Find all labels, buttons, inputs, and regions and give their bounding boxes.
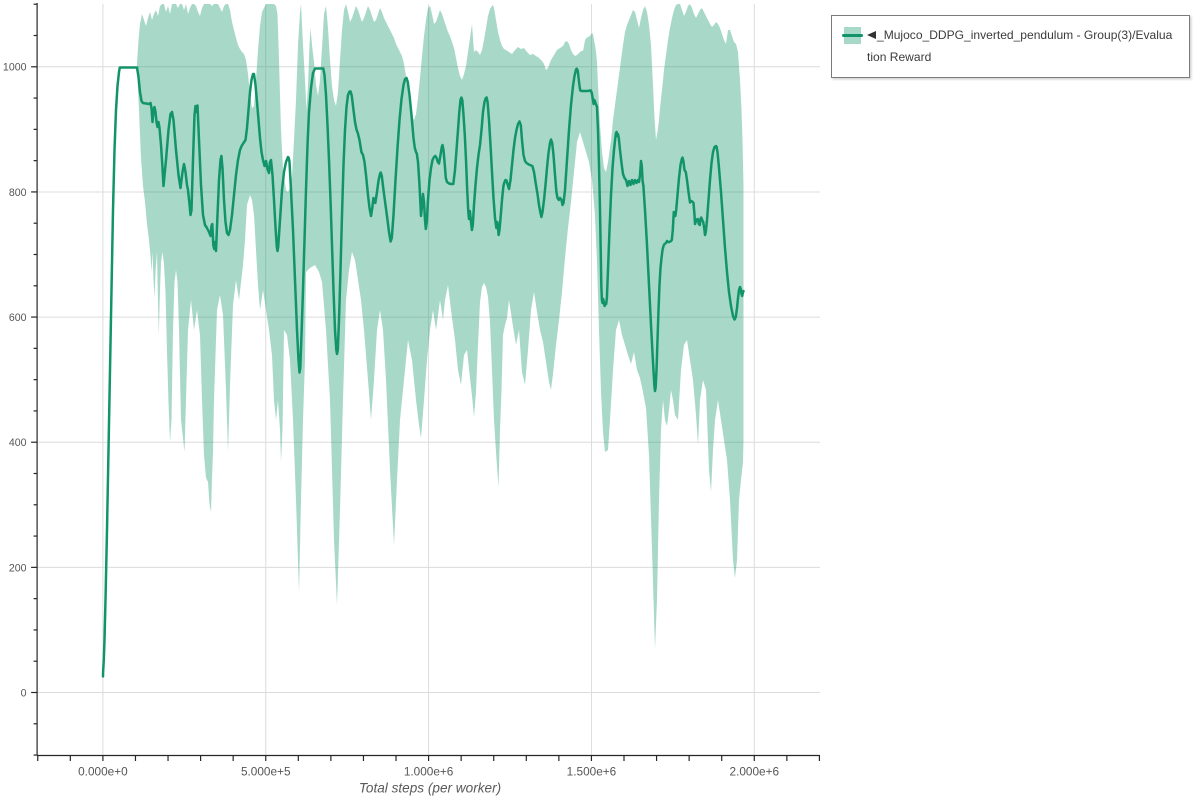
svg-text:1.500e+6: 1.500e+6 xyxy=(567,765,617,779)
svg-text:1.000e+6: 1.000e+6 xyxy=(404,765,454,779)
svg-text:600: 600 xyxy=(9,312,27,324)
svg-text:200: 200 xyxy=(9,562,27,574)
svg-text:400: 400 xyxy=(9,437,27,449)
svg-text:800: 800 xyxy=(9,187,27,199)
svg-text:0.000e+0: 0.000e+0 xyxy=(78,765,128,779)
svg-text:0: 0 xyxy=(21,687,27,699)
svg-text:5.000e+5: 5.000e+5 xyxy=(241,765,291,779)
svg-text:Total steps (per worker): Total steps (per worker) xyxy=(359,781,501,796)
svg-text:2.000e+6: 2.000e+6 xyxy=(730,765,780,779)
svg-text:1000: 1000 xyxy=(3,62,27,74)
